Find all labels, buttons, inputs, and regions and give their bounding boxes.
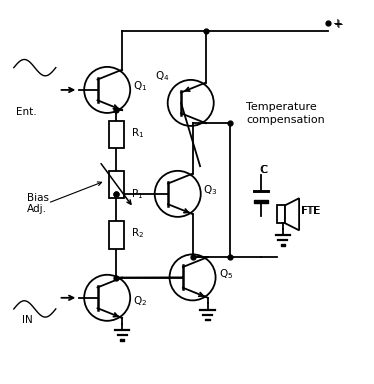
- Text: R$_2$: R$_2$: [131, 226, 144, 240]
- Text: Ent.: Ent.: [16, 107, 37, 117]
- FancyBboxPatch shape: [109, 170, 124, 199]
- Text: Q$_4$: Q$_4$: [155, 69, 169, 83]
- Text: Adj.: Adj.: [27, 204, 47, 214]
- Text: R$_1$: R$_1$: [131, 126, 144, 139]
- FancyBboxPatch shape: [109, 221, 124, 248]
- Text: +: +: [333, 17, 343, 30]
- Text: FTE: FTE: [302, 205, 321, 215]
- Text: P$_1$: P$_1$: [131, 187, 143, 201]
- FancyBboxPatch shape: [109, 121, 124, 148]
- Text: Q$_5$: Q$_5$: [218, 267, 233, 281]
- Text: FTE: FTE: [301, 205, 319, 215]
- Text: +: +: [334, 18, 343, 31]
- Text: C: C: [261, 166, 268, 175]
- Text: IN: IN: [22, 315, 33, 325]
- Text: compensation: compensation: [246, 114, 325, 125]
- Text: Q$_3$: Q$_3$: [203, 183, 217, 197]
- Text: Q$_1$: Q$_1$: [133, 79, 147, 93]
- FancyBboxPatch shape: [277, 205, 285, 223]
- Text: Bias: Bias: [27, 192, 49, 203]
- Polygon shape: [285, 198, 299, 230]
- Text: Q$_2$: Q$_2$: [133, 295, 147, 308]
- Text: C: C: [260, 166, 267, 175]
- Text: Temperature: Temperature: [246, 102, 317, 112]
